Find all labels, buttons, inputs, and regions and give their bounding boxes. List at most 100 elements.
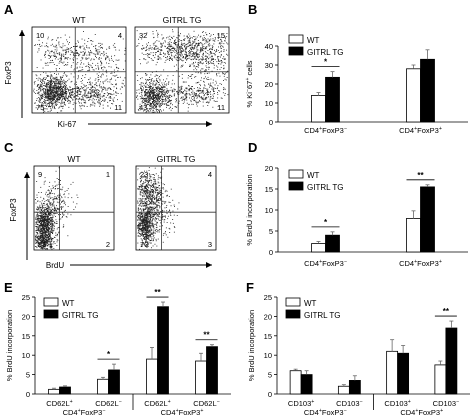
legend-swatch-F-0: [285, 297, 301, 307]
category-label-E-0: CD62L+: [46, 399, 72, 408]
quadrant-ul-C-1: 23: [140, 170, 148, 179]
significance-marker-F-0: **: [443, 307, 450, 316]
category-label-D-1: CD4+FoxP3+: [399, 259, 442, 268]
legend-label-D-0: WT: [307, 171, 320, 180]
bar-F-gitrl-1: [348, 380, 361, 395]
flow-dots-C-0: [35, 167, 79, 250]
bar-D-wt-0: [311, 243, 326, 253]
quadrant-ur-C-0: 1: [106, 170, 110, 179]
quadrant-lr-C-1: 3: [208, 240, 212, 249]
bar-D-gitrl-0: [325, 234, 340, 253]
quadrant-ul-C-0: 9: [38, 170, 42, 179]
y-tick-label-D: 15: [265, 185, 273, 194]
flow-xlabel-C: BrdU: [46, 261, 64, 270]
bar-E-wt-1: [97, 378, 109, 395]
y-tick-label-F: 15: [264, 332, 272, 341]
group-label-E-1: CD4+FoxP3+: [161, 408, 204, 416]
flow-title-A-1: GITRL TG: [163, 15, 202, 25]
y-axis-label-F: % BrdU incorporation: [247, 310, 256, 381]
bar-B-gitrl-0: [325, 76, 340, 123]
legend-swatch-B-0: [288, 34, 304, 44]
bar-E-gitrl-3: [206, 346, 218, 395]
significance-marker-D-0: *: [324, 218, 328, 227]
flow-y-arrowhead-A: [19, 30, 25, 36]
significance-marker-E-2: **: [203, 331, 210, 340]
bar-E-wt-2: [146, 358, 158, 395]
quadrant-ll-C-0: 88: [38, 240, 46, 249]
y-axis-label-D: % BrdU incorporation: [245, 174, 254, 245]
flow-dots-A-1: [136, 29, 229, 113]
category-label-B-1: CD4+FoxP3+: [399, 126, 442, 135]
flow-y-arrowhead-C: [24, 172, 30, 178]
y-tick-label-E: 0: [26, 390, 30, 399]
y-tick-label-E: 10: [22, 351, 30, 360]
group-label-F-1: CD4+FoxP3+: [400, 408, 443, 416]
panel-letter-C: C: [4, 140, 14, 155]
y-axis-label-E: % BrdU incorporation: [5, 310, 14, 381]
quadrant-lr-C-0: 2: [106, 240, 110, 249]
y-tick-label-D: 10: [265, 206, 273, 215]
legend-swatch-B-1: [288, 46, 304, 56]
flow-xlabel-A: Ki-67: [58, 120, 77, 129]
bar-F-wt-0: [289, 370, 302, 395]
category-label-E-2: CD62L+: [144, 399, 170, 408]
legend-swatch-E-0: [43, 297, 59, 307]
flow-ylabel-C: FoxP3: [9, 198, 18, 222]
category-label-F-2: CD103+: [384, 399, 410, 408]
y-tick-label-F: 20: [264, 312, 272, 321]
bar-E-gitrl-0: [59, 386, 71, 395]
bar-B-wt-0: [311, 95, 326, 123]
flow-x-arrowhead-C: [206, 262, 212, 268]
y-tick-label-B: 40: [265, 42, 273, 51]
group-label-F-0: CD4+FoxP3−: [304, 408, 347, 416]
y-tick-label-B: 30: [265, 61, 273, 70]
legend-swatch-F-1: [285, 309, 301, 319]
legend-swatch-E-1: [43, 309, 59, 319]
significance-marker-E-0: *: [107, 350, 111, 359]
bar-F-wt-1: [337, 385, 350, 395]
y-tick-label-B: 20: [265, 80, 273, 89]
quadrant-ul-A-0: 10: [36, 31, 44, 40]
flow-dots-C-1: [137, 167, 180, 250]
flow-title-C-1: GITRL TG: [157, 154, 196, 164]
bar-E-gitrl-1: [108, 369, 120, 395]
significance-marker-B-0: *: [324, 58, 328, 67]
legend-swatch-D-1: [288, 181, 304, 191]
panel-letter-F: F: [246, 280, 254, 295]
legend-label-D-1: GITRL TG: [307, 183, 343, 192]
group-label-E-0: CD4+FoxP3−: [63, 408, 106, 416]
quadrant-ur-A-0: 4: [118, 31, 122, 40]
bar-B-wt-1: [406, 68, 421, 123]
category-label-D-0: CD4+FoxP3−: [304, 259, 347, 268]
quadrant-lr-A-1: 11: [217, 103, 225, 112]
bar-E-wt-3: [195, 360, 207, 395]
category-label-E-3: CD62L−: [193, 399, 219, 408]
quadrant-ur-A-1: 15: [217, 31, 225, 40]
flow-plot-frame-A-0: [31, 26, 127, 114]
y-tick-label-B: 10: [265, 99, 273, 108]
bar-E-wt-0: [48, 388, 60, 395]
panel-letter-A: A: [4, 2, 14, 17]
category-label-E-1: CD62L−: [95, 399, 121, 408]
flow-dots-A-0: [33, 31, 126, 113]
y-tick-label-F: 25: [264, 293, 272, 302]
y-tick-label-D: 0: [269, 248, 273, 257]
category-label-F-3: CD103−: [433, 399, 459, 408]
quadrant-ul-A-1: 32: [139, 31, 147, 40]
y-tick-label-E: 15: [22, 332, 30, 341]
legend-label-F-1: GITRL TG: [304, 311, 340, 320]
y-tick-label-E: 25: [22, 293, 30, 302]
bar-F-gitrl-0: [300, 374, 313, 395]
bar-F-wt-3: [434, 364, 447, 395]
y-tick-label-B: 0: [269, 118, 273, 127]
bar-B-gitrl-1: [420, 58, 435, 123]
bar-D-gitrl-1: [420, 186, 435, 253]
y-tick-label-E: 20: [22, 312, 30, 321]
flow-x-arrowhead-A: [206, 121, 212, 127]
legend-swatch-D-0: [288, 169, 304, 179]
bar-E-gitrl-2: [157, 306, 169, 395]
bar-D-wt-1: [406, 217, 421, 253]
y-tick-label-D: 5: [269, 227, 273, 236]
significance-marker-E-1: **: [154, 288, 161, 297]
